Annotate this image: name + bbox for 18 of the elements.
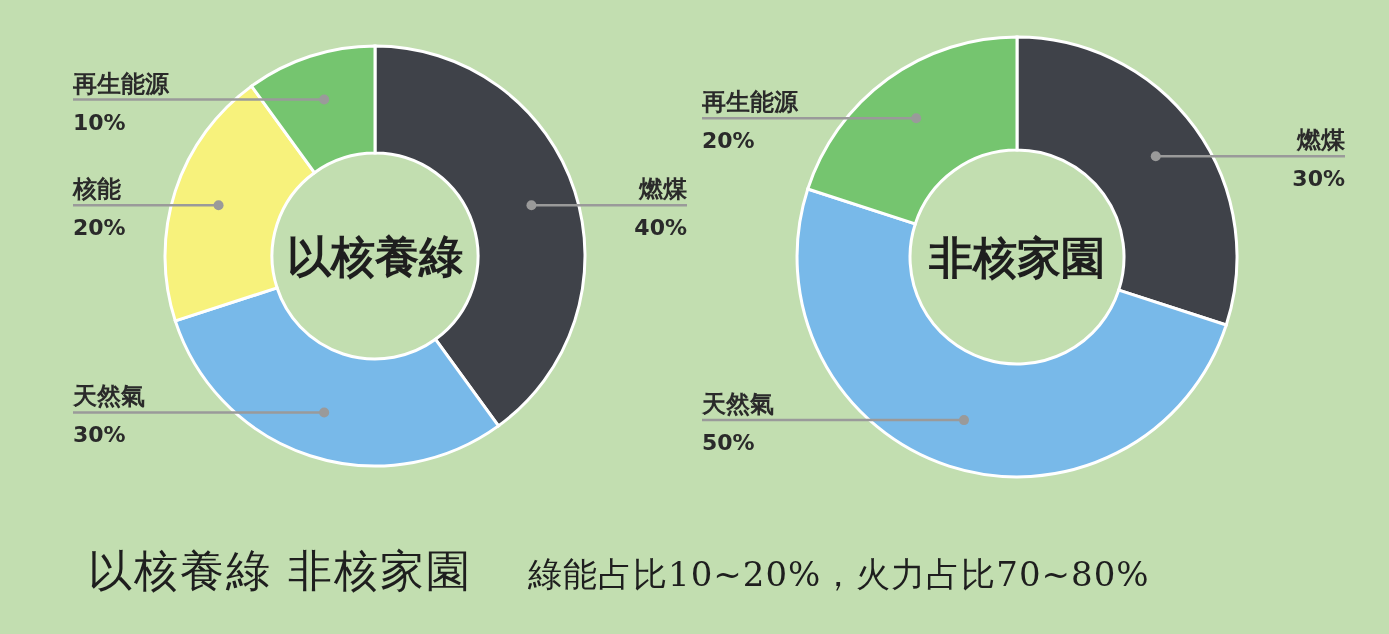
annotation: 以核養綠 非核家園 (88, 545, 472, 596)
data-label: 50% (702, 430, 755, 456)
slice-label: 天然氣 (72, 382, 145, 411)
annotation: 綠能占比10~20%，火力占比70~80% (528, 554, 1150, 594)
slice-label: 燃煤 (1296, 126, 1346, 155)
data-label: 20% (702, 128, 755, 154)
slice-label: 再生能源 (72, 69, 170, 98)
data-label: 10% (73, 109, 126, 135)
slice-label: 再生能源 (701, 88, 799, 117)
data-label: 40% (634, 215, 687, 241)
data-label: 20% (73, 215, 126, 241)
slice-label: 天然氣 (701, 390, 774, 419)
text: 非核家園 (928, 232, 1105, 283)
slice-label: 燃煤 (638, 175, 688, 204)
data-label: 30% (73, 422, 126, 448)
text: 以核養綠 (287, 231, 463, 282)
data-label: 30% (1292, 166, 1345, 192)
slice-label: 核能 (72, 175, 121, 204)
